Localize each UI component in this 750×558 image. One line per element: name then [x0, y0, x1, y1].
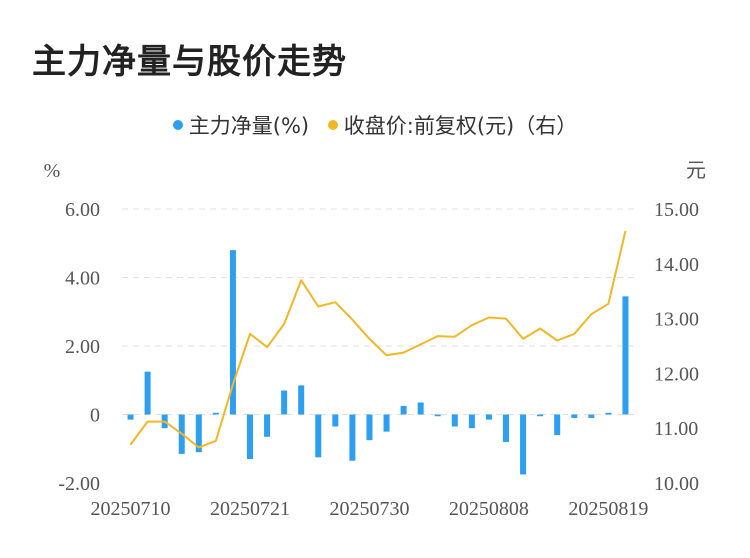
net-flow-bar	[605, 412, 612, 415]
right-tick-label: 15.00	[654, 199, 699, 221]
legend-bar-marker	[172, 120, 183, 130]
net-flow-bar	[264, 414, 271, 437]
net-flow-bar	[417, 402, 424, 415]
legend-label-net-flow: 主力净量(%)	[188, 114, 310, 138]
legend-line-marker	[327, 120, 338, 130]
x-tick-label: 20250819	[568, 498, 648, 520]
net-flow-bar	[451, 414, 458, 427]
right-axis-unit: 元	[686, 158, 706, 182]
net-flow-bar	[298, 385, 305, 415]
net-flow-bar	[212, 412, 219, 415]
left-tick-label: 0	[90, 405, 100, 427]
right-tick-label: 13.00	[654, 309, 699, 331]
left-axis-unit: %	[44, 160, 61, 182]
net-flow-bar	[281, 390, 288, 415]
close-price-line	[129, 230, 627, 449]
net-flow-bar	[588, 414, 595, 418]
net-flow-bar	[229, 250, 236, 415]
left-tick-label: -2.00	[58, 473, 100, 495]
x-axis: 20250710 20250721 20250730 20250808 20250819	[91, 498, 649, 520]
right-tick-label: 11.00	[654, 418, 698, 440]
legend: 主力净量(%) 收盘价:前复权(元)（右）	[0, 110, 750, 140]
right-tick-label: 10.00	[654, 473, 699, 495]
net-flow-bar	[571, 414, 578, 418]
right-tick-label: 14.00	[654, 254, 699, 276]
net-flow-bar	[144, 371, 151, 415]
x-tick-label: 20250721	[210, 498, 290, 520]
net-flow-bar	[383, 414, 390, 432]
legend-label-close-price: 收盘价:前复权(元)（右）	[343, 114, 578, 138]
net-flow-bar	[622, 296, 629, 415]
net-flow-bar	[468, 414, 475, 429]
net-flow-bar	[127, 414, 134, 420]
net-flow-bar	[485, 414, 492, 420]
net-flow-bar	[554, 414, 561, 436]
net-flow-bar	[503, 414, 509, 442]
net-flow-bar	[434, 414, 441, 417]
right-axis: 10.00 11.00 12.00 13.00 14.00 15.00	[654, 199, 699, 495]
legend-item-close-price[interactable]: 收盘价:前复权(元)（右）	[327, 110, 578, 140]
legend-item-net-flow[interactable]: 主力净量(%)	[172, 110, 310, 140]
net-flow-bar	[247, 414, 253, 460]
left-tick-label: 2.00	[65, 336, 100, 358]
net-flow-bar	[400, 405, 407, 415]
net-flow-bar	[520, 414, 527, 475]
net-flow-bar	[349, 414, 356, 461]
x-tick-label: 20250730	[329, 498, 409, 520]
left-axis: -2.00 0 2.00 4.00 6.00	[58, 199, 100, 495]
right-tick-label: 12.00	[654, 363, 699, 385]
net-flow-bar	[366, 414, 373, 441]
net-flow-bars	[127, 250, 629, 475]
net-flow-bar	[195, 414, 202, 453]
left-tick-label: 6.00	[65, 199, 100, 221]
grid-lines	[122, 208, 634, 415]
net-flow-bar	[332, 414, 339, 427]
left-tick-label: 4.00	[65, 268, 100, 290]
close-price-polyline	[129, 230, 627, 449]
chart-title: 主力净量与股价走势	[32, 42, 347, 82]
net-flow-bar	[315, 414, 322, 458]
x-tick-label: 20250808	[449, 498, 529, 520]
x-tick-label: 20250710	[91, 498, 171, 520]
net-flow-bar	[537, 414, 544, 417]
